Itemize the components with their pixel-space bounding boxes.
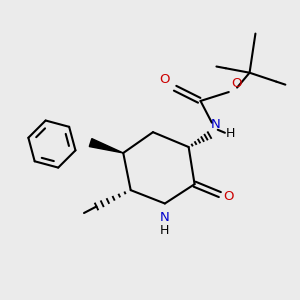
Text: H: H (160, 224, 170, 237)
Text: O: O (231, 77, 242, 90)
Text: O: O (160, 73, 170, 86)
Text: N: N (211, 118, 221, 131)
Polygon shape (89, 139, 123, 153)
Text: O: O (224, 190, 234, 202)
Text: H: H (226, 127, 235, 140)
Text: N: N (160, 211, 170, 224)
